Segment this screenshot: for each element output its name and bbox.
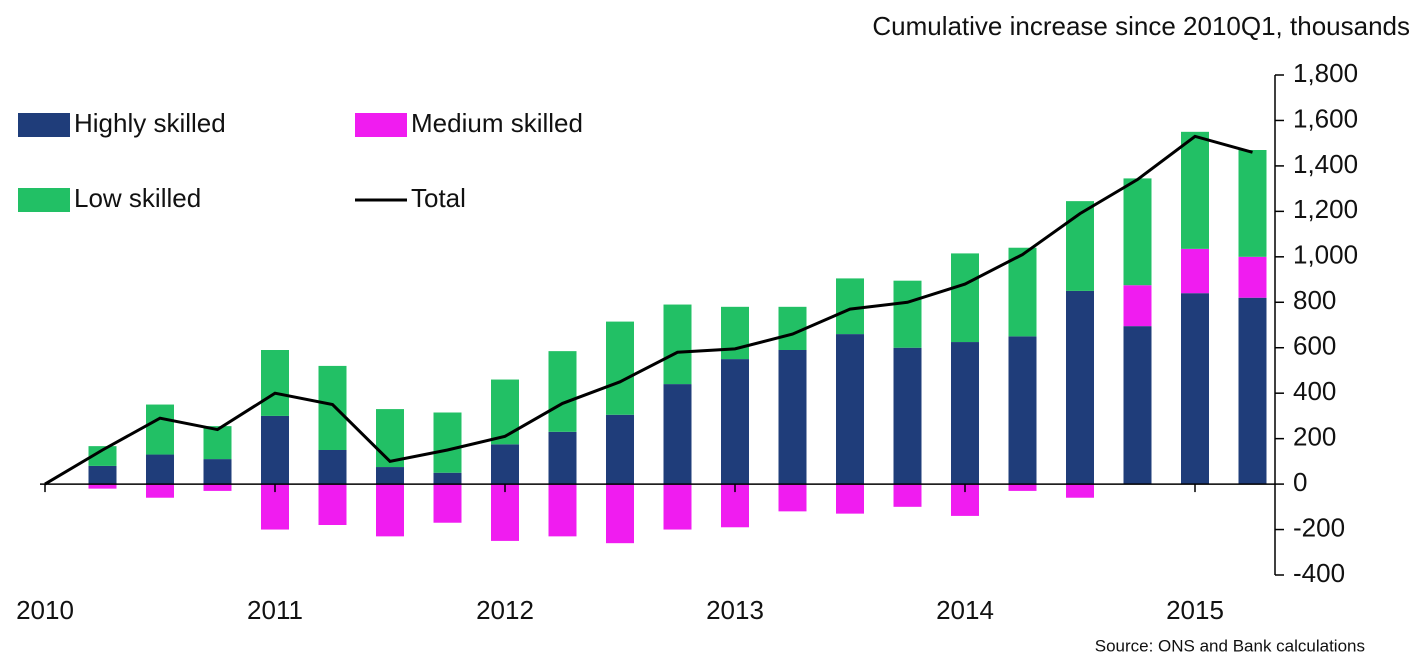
bar-segment (778, 350, 807, 485)
bar-segment (893, 484, 922, 507)
bar-segment (951, 253, 979, 343)
source-note: Source: ONS and Bank calculations (1095, 636, 1365, 655)
bar-segment (433, 472, 462, 485)
legend-label: Medium skilled (411, 108, 583, 138)
bar-segment (376, 467, 404, 485)
bar-segment (893, 347, 922, 485)
bar-segment (1066, 201, 1094, 291)
bar-segment (146, 484, 174, 498)
bar-segment (1238, 256, 1267, 298)
bar-segment (433, 412, 462, 473)
bar-segment (1123, 326, 1152, 485)
bar-segment (203, 484, 232, 491)
bar-segment (318, 365, 347, 450)
y-tick-label: 1,400 (1293, 149, 1358, 179)
legend-label: Low skilled (74, 183, 201, 213)
bar-segment (88, 446, 117, 466)
bar-segment (318, 484, 347, 525)
chart-title: Cumulative increase since 2010Q1, thousa… (872, 11, 1410, 41)
bar-segment (606, 484, 634, 544)
x-tick-label: 2011 (247, 595, 303, 625)
bar-segment (836, 278, 864, 335)
bar-segment (88, 484, 117, 489)
bar-segment (88, 465, 117, 485)
bar-segment (1066, 484, 1094, 498)
bar-segment (1238, 150, 1267, 257)
y-tick-label: 0 (1293, 467, 1307, 497)
y-tick-label: 1,600 (1293, 103, 1358, 133)
legend-swatch (355, 113, 407, 137)
y-tick-label: 600 (1293, 331, 1336, 361)
legend-label: Total (411, 183, 466, 213)
legend-label: Highly skilled (74, 108, 226, 138)
x-tick-label: 2010 (16, 595, 74, 625)
bar-segment (1123, 178, 1152, 286)
bar-segment (203, 426, 232, 460)
legend-swatch (18, 113, 70, 137)
bar-segment (721, 306, 749, 360)
bar-segment (663, 484, 692, 530)
x-tick-label: 2015 (1166, 595, 1224, 625)
y-tick-label: 800 (1293, 285, 1336, 315)
bar-segment (1008, 247, 1037, 337)
y-tick-label: 400 (1293, 376, 1336, 406)
y-tick-label: -200 (1293, 512, 1345, 542)
bar-segment (261, 350, 289, 416)
x-tick-label: 2012 (476, 595, 534, 625)
bar-segment (1123, 285, 1152, 327)
bar-segment (376, 409, 404, 468)
legend-swatch (18, 188, 70, 212)
bar-segment (491, 379, 519, 445)
total-line (44, 134, 1253, 486)
bar-segment (1238, 297, 1267, 485)
bar-segment (1181, 131, 1209, 249)
bar-segment (1066, 290, 1094, 485)
y-tick-label: 1,200 (1293, 194, 1358, 224)
bar-segment (548, 351, 577, 432)
bar-segment (548, 484, 577, 537)
bar-segment (606, 414, 634, 485)
bar-segment (836, 334, 864, 485)
bar-segment (433, 484, 462, 523)
bar-segment (663, 304, 692, 385)
bar-segment (836, 484, 864, 514)
bar-segment (663, 384, 692, 485)
bar-segment (1181, 293, 1209, 485)
bar-segment (548, 431, 577, 485)
y-tick-label: -400 (1293, 558, 1345, 588)
bar-segment (1008, 484, 1037, 491)
x-tick-label: 2014 (936, 595, 994, 625)
y-tick-label: 200 (1293, 422, 1336, 452)
bar-segment (146, 404, 174, 455)
bar-segment (951, 342, 979, 485)
bar-segment (1008, 336, 1037, 485)
bar-segment (491, 484, 519, 541)
bar-segment (1181, 248, 1209, 294)
x-tick-label: 2013 (706, 595, 764, 625)
bar-segment (721, 359, 749, 485)
bar-segment (491, 444, 519, 485)
bar-segment (606, 321, 634, 415)
y-tick-label: 1,800 (1293, 58, 1358, 88)
bar-segment (318, 450, 347, 485)
bar-segment (146, 454, 174, 485)
y-tick-label: 1,000 (1293, 240, 1358, 270)
bar-segment (261, 415, 289, 485)
bar-segment (376, 484, 404, 537)
bar-segment (203, 459, 232, 485)
bar-segment (893, 280, 922, 348)
bar-segment (778, 484, 807, 512)
